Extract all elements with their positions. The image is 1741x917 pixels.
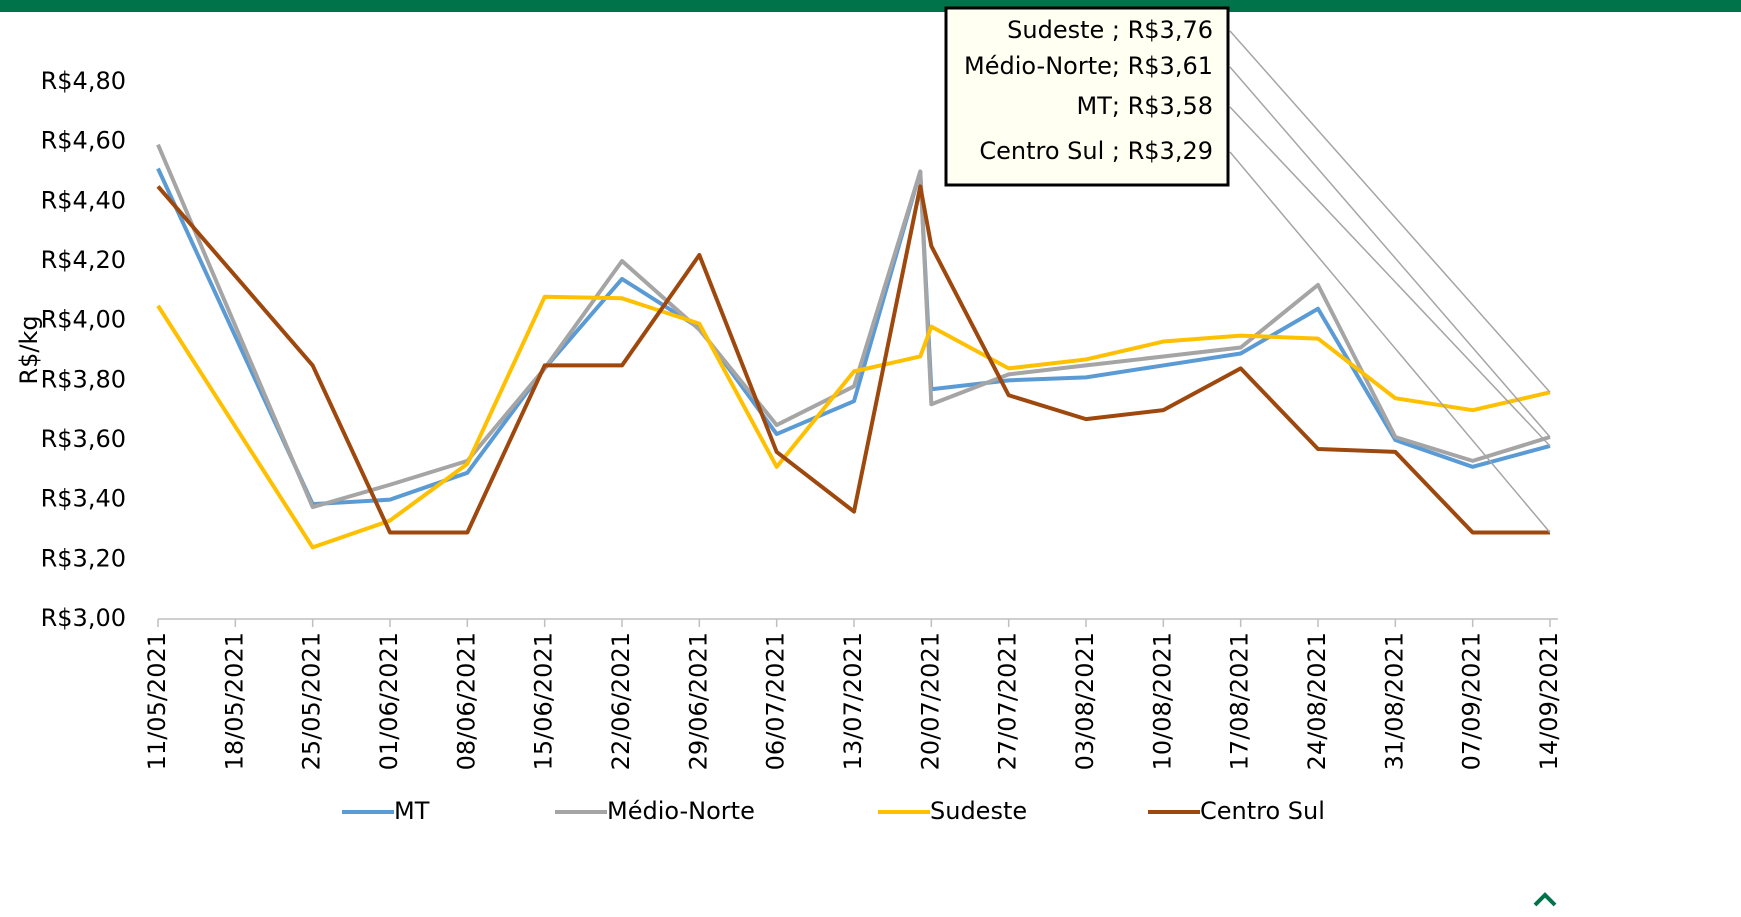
top-bar bbox=[0, 0, 1741, 12]
x-tick-label: 01/06/2021 bbox=[375, 632, 403, 770]
y-tick-label: R$3,00 bbox=[41, 604, 126, 632]
x-tick-label: 08/06/2021 bbox=[452, 632, 480, 770]
annotation: MT; R$3,58 bbox=[1077, 92, 1213, 120]
x-tick-label: 15/06/2021 bbox=[530, 632, 558, 770]
leader-line bbox=[1229, 106, 1551, 447]
legend-label: Médio-Norte bbox=[607, 797, 755, 825]
x-tick-label: 24/08/2021 bbox=[1303, 632, 1331, 770]
annotation: Centro Sul ; R$3,29 bbox=[979, 137, 1213, 165]
x-tick-label: 11/05/2021 bbox=[143, 632, 171, 770]
x-tick-label: 27/07/2021 bbox=[994, 632, 1022, 770]
annotation: Médio-Norte; R$3,61 bbox=[964, 52, 1213, 80]
x-tick-label: 03/08/2021 bbox=[1071, 632, 1099, 770]
y-tick-label: R$3,40 bbox=[41, 485, 126, 513]
y-tick-label: R$3,20 bbox=[41, 544, 126, 572]
x-tick-label: 29/06/2021 bbox=[684, 632, 712, 770]
x-tick-label: 07/09/2021 bbox=[1458, 632, 1486, 770]
x-tick-label: 10/08/2021 bbox=[1148, 632, 1176, 770]
legend-label: Sudeste bbox=[930, 797, 1027, 825]
x-tick-label: 20/07/2021 bbox=[916, 632, 944, 770]
x-tick-label: 13/07/2021 bbox=[839, 632, 867, 770]
leader-line bbox=[1229, 66, 1551, 438]
series-line bbox=[156, 167, 1551, 507]
x-tick-label: 18/05/2021 bbox=[220, 632, 248, 770]
legend-label: Centro Sul bbox=[1200, 797, 1325, 825]
x-tick-label: 22/06/2021 bbox=[607, 632, 635, 770]
x-tick-label: 06/07/2021 bbox=[762, 632, 790, 770]
y-tick-label: R$3,80 bbox=[41, 365, 126, 393]
x-tick-label: 31/08/2021 bbox=[1380, 632, 1408, 770]
y-tick-label: R$4,60 bbox=[41, 127, 126, 155]
y-tick-label: R$3,60 bbox=[41, 425, 126, 453]
x-tick-label: 17/08/2021 bbox=[1226, 632, 1254, 770]
logo-fragment bbox=[1533, 892, 1557, 907]
series-line bbox=[156, 143, 1551, 510]
series-line bbox=[156, 184, 1550, 535]
x-tick-label: 14/09/2021 bbox=[1535, 632, 1563, 770]
annotation-box bbox=[944, 6, 1230, 187]
legend-label: MT bbox=[394, 797, 430, 825]
annotation: Sudeste ; R$3,76 bbox=[1007, 16, 1213, 44]
y-tick-label: R$4,00 bbox=[41, 306, 126, 334]
x-tick-label: 25/05/2021 bbox=[298, 632, 326, 770]
y-axis-label: R$/kg bbox=[15, 315, 43, 384]
y-tick-label: R$4,80 bbox=[41, 67, 126, 95]
y-tick-label: R$4,20 bbox=[41, 246, 126, 274]
leader-line bbox=[1229, 30, 1551, 393]
y-tick-label: R$4,40 bbox=[41, 186, 126, 214]
series-line bbox=[156, 294, 1551, 550]
leader-line bbox=[1229, 151, 1551, 533]
